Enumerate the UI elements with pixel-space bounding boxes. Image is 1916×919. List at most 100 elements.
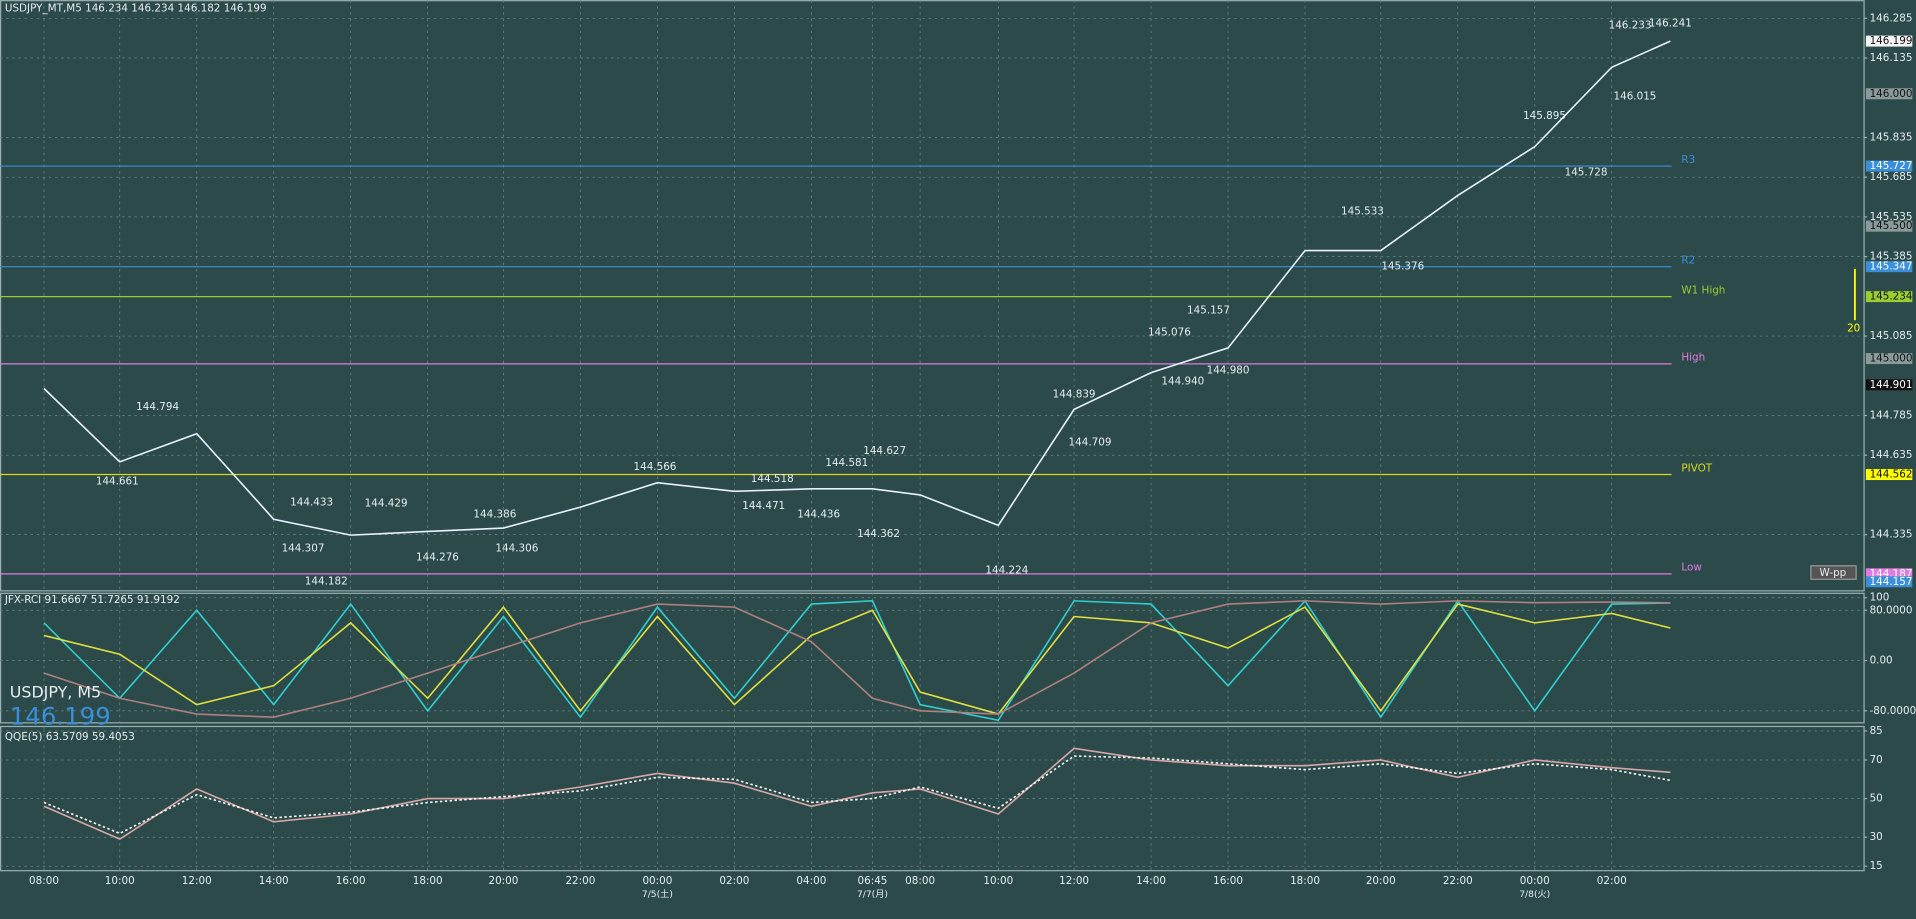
chart-layer: 08:00 10:00 12:00 14:00 16:00 18:00 20:00 22:00… xyxy=(0,0,1916,900)
qqe-title: QQE(5) 63.5709 59.4053 xyxy=(5,731,135,743)
x-tick-label: 18:00 xyxy=(1290,875,1320,887)
price-annotation: 145.376 xyxy=(1381,260,1424,272)
x-tick-label: 04:00 xyxy=(796,875,826,887)
price-annotation: 144.709 xyxy=(1069,436,1112,448)
price-tag-label: 144.901 xyxy=(1870,379,1913,391)
price-annotation: 145.533 xyxy=(1341,205,1384,217)
series-line xyxy=(43,600,1671,719)
date-label: 7/5(土) xyxy=(642,888,673,900)
y-tick-label: 144.785 xyxy=(1870,409,1913,421)
price-tag-label: 146.000 xyxy=(1870,88,1913,100)
level-label: W1 High xyxy=(1681,284,1725,296)
price-annotation: 144.661 xyxy=(96,475,139,487)
price-annotation: 144.386 xyxy=(473,508,516,520)
x-tick-label: 22:00 xyxy=(1443,875,1473,887)
y-tick-label: 146.285 xyxy=(1870,12,1913,24)
y-tick-label: 50 xyxy=(1870,793,1883,805)
y-tick-label: 100 xyxy=(1870,592,1890,604)
x-tick-label: 00:00 xyxy=(1520,875,1550,887)
x-tick-label: 12:00 xyxy=(1059,875,1089,887)
date-label: 7/7(月) xyxy=(857,889,888,900)
price-annotation: 144.794 xyxy=(136,401,179,413)
y-tick-label: 145.835 xyxy=(1870,131,1913,143)
y-tick-label: 30 xyxy=(1870,831,1883,843)
wpp-button[interactable] xyxy=(1810,565,1857,580)
price-annotation: 144.839 xyxy=(1053,389,1096,401)
x-tick-label: 14:00 xyxy=(1136,875,1166,887)
wpp-label[interactable]: W-pp xyxy=(1820,567,1847,579)
price-tag-label: 145.500 xyxy=(1870,220,1913,232)
main-panel xyxy=(0,0,1865,592)
price-annotation: 146.015 xyxy=(1614,91,1657,103)
range-label: 20 xyxy=(1847,323,1860,335)
price-tag xyxy=(1865,88,1913,100)
x-tick-label: 14:00 xyxy=(259,875,289,887)
price-tag-label: 145.000 xyxy=(1870,353,1913,365)
y-tick-label: 80.0000 xyxy=(1870,604,1913,616)
price-annotation: 144.362 xyxy=(857,528,900,540)
y-tick-label: 145.085 xyxy=(1870,330,1913,342)
x-tick-label: 20:00 xyxy=(488,875,518,887)
x-tick-label: 20:00 xyxy=(1366,875,1396,887)
price-annotation: 145.076 xyxy=(1148,326,1191,338)
price-annotation: 144.980 xyxy=(1207,364,1250,376)
price-tag xyxy=(1865,576,1913,588)
x-tick-label: 02:00 xyxy=(1597,875,1627,887)
y-tick-label: 145.685 xyxy=(1870,171,1913,183)
price-tag-label: 146.199 xyxy=(1870,35,1913,47)
price-tag-label: 145.234 xyxy=(1870,291,1913,303)
price-tag xyxy=(1865,379,1913,391)
y-tick-label: 15 xyxy=(1870,860,1883,872)
x-tick-label: 22:00 xyxy=(565,875,595,887)
price-annotation: 144.436 xyxy=(797,508,840,520)
date-label: 7/8(火) xyxy=(1519,889,1550,900)
price-annotation: 144.276 xyxy=(416,551,459,563)
price-annotation: 144.307 xyxy=(282,543,325,555)
price-tag xyxy=(1865,261,1913,273)
price-annotation: 144.306 xyxy=(495,543,538,555)
price-annotation: 144.940 xyxy=(1161,375,1204,387)
main-title: USDJPY_MT,M5 146.234 146.234 146.182 146… xyxy=(5,3,267,15)
rci-panel xyxy=(0,592,1865,724)
y-tick-label: 85 xyxy=(1870,725,1883,737)
price-annotation: 144.581 xyxy=(825,457,868,469)
level-label: Low xyxy=(1681,562,1702,574)
level-label: R3 xyxy=(1681,154,1695,166)
series-line xyxy=(43,599,1671,722)
price-annotation: 144.433 xyxy=(290,496,333,508)
price-annotation: 144.224 xyxy=(985,565,1028,577)
price-tag-label: 145.727 xyxy=(1870,160,1913,172)
x-tick-label: 02:00 xyxy=(719,875,749,887)
x-tick-label: 08:00 xyxy=(29,875,59,887)
series-line xyxy=(43,747,1671,841)
y-tick-label: 145.385 xyxy=(1870,251,1913,263)
x-tick-label: 10:00 xyxy=(983,875,1013,887)
x-tick-label: 00:00 xyxy=(642,875,672,887)
price-annotation: 145.157 xyxy=(1187,304,1230,316)
price-tag xyxy=(1865,35,1913,47)
y-tick-label: 146.135 xyxy=(1870,52,1913,64)
price-tag-label: 144.157 xyxy=(1870,576,1913,588)
price-annotation: 144.471 xyxy=(742,500,785,512)
series-line xyxy=(43,755,1671,835)
x-tick-label: 16:00 xyxy=(1213,875,1243,887)
price-annotation: 145.895 xyxy=(1523,110,1566,122)
price-annotation: 146.241 xyxy=(1649,17,1692,29)
price-annotation: 145.728 xyxy=(1565,166,1608,178)
series-line xyxy=(43,603,1671,715)
x-tick-label: 10:00 xyxy=(105,875,135,887)
level-label: R2 xyxy=(1681,255,1695,267)
y-tick-label: 145.535 xyxy=(1870,211,1913,223)
x-tick-label: 18:00 xyxy=(413,875,443,887)
y-tick-label: 144.635 xyxy=(1870,449,1913,461)
price-tag xyxy=(1865,568,1913,580)
y-tick-label: -80.0000 xyxy=(1870,705,1916,717)
price-annotation: 144.627 xyxy=(863,445,906,457)
price-annotation: 144.566 xyxy=(634,461,677,473)
price-tag xyxy=(1865,469,1913,481)
price-annotation: 144.182 xyxy=(305,576,348,588)
level-label: PIVOT xyxy=(1681,462,1712,474)
series-line xyxy=(43,40,1671,536)
